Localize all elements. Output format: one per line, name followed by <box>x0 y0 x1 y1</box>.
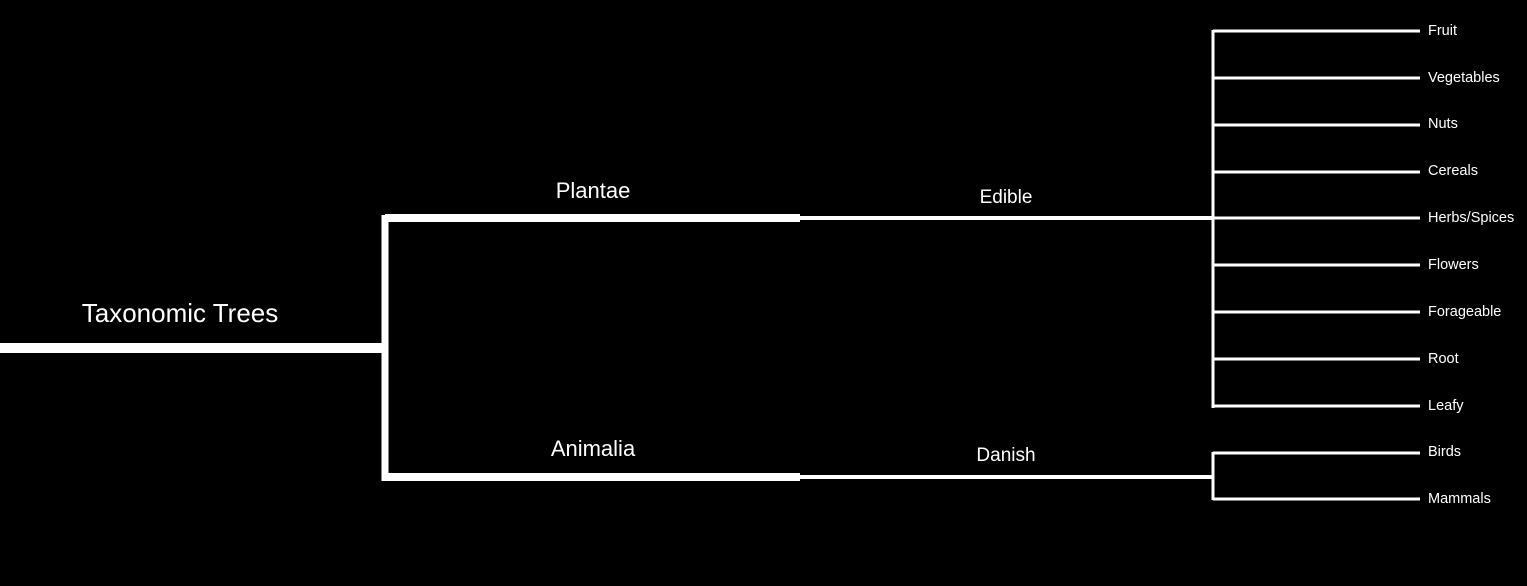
plantae-label: Plantae <box>556 178 631 203</box>
animalia-label: Animalia <box>551 436 636 461</box>
leaf-label-cereals: Cereals <box>1428 163 1478 179</box>
leaf-label-leafy: Leafy <box>1428 398 1464 414</box>
leaf-label-nuts: Nuts <box>1428 116 1458 132</box>
leaf-label-root: Root <box>1428 351 1459 367</box>
leaf-label-fruit: Fruit <box>1428 23 1457 39</box>
leaf-label-vegetables: Vegetables <box>1428 70 1500 86</box>
leaf-label-birds: Birds <box>1428 444 1461 460</box>
leaf-label-forageable: Forageable <box>1428 304 1501 320</box>
root-label: Taxonomic Trees <box>82 298 279 328</box>
leaf-label-mammals: Mammals <box>1428 491 1491 507</box>
leaf-label-herbs-spices: Herbs/Spices <box>1428 210 1514 226</box>
danish-label: Danish <box>976 445 1035 466</box>
leaf-label-flowers: Flowers <box>1428 257 1479 273</box>
edible-label: Edible <box>980 187 1033 208</box>
